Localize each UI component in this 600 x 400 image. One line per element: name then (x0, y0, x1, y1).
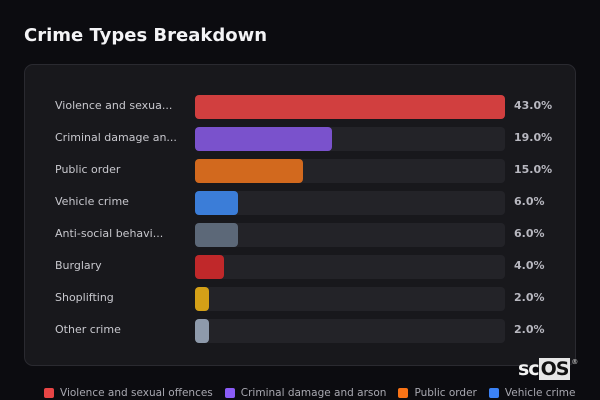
registered-mark: ® (571, 358, 578, 366)
bar-value: 2.0% (514, 323, 545, 336)
bar-row[interactable]: Violence and sexua... 43.0% (25, 95, 575, 119)
legend-item[interactable]: Criminal damage and arson (224, 386, 387, 400)
bar-row[interactable]: Anti-social behavi... 6.0% (25, 223, 575, 247)
bar-value: 6.0% (514, 227, 545, 240)
bar-value: 15.0% (514, 163, 553, 176)
bar-row[interactable]: Public order 15.0% (25, 159, 575, 183)
legend-label: Public order (414, 387, 477, 399)
bar-fill[interactable] (195, 191, 238, 215)
bar-label: Vehicle crime (55, 195, 129, 208)
logo-sc: sc (518, 358, 540, 380)
bar-row[interactable]: Shoplifting 2.0% (25, 287, 575, 311)
legend-label: Vehicle crime (504, 387, 576, 399)
bar-label: Shoplifting (55, 291, 114, 304)
legend-label: Criminal damage and arson (240, 387, 387, 399)
bar-fill[interactable] (195, 159, 303, 183)
bar-label: Burglary (55, 259, 102, 272)
legend-item[interactable]: Violence and sexual offences (44, 386, 213, 400)
bar-row[interactable]: Criminal damage an... 19.0% (25, 127, 575, 151)
bar-track (195, 127, 505, 151)
bar-value: 2.0% (514, 291, 545, 304)
bar-value: 4.0% (514, 259, 545, 272)
chart-title: Crime Types Breakdown (24, 25, 268, 46)
bar-row[interactable]: Burglary 4.0% (25, 255, 575, 279)
bar-value: 6.0% (514, 195, 545, 208)
legend-label: Violence and sexual offences (60, 387, 213, 399)
legend-swatch-icon (488, 388, 499, 398)
bar-value: 19.0% (514, 131, 553, 144)
bar-label: Other crime (55, 323, 121, 336)
bar-label: Criminal damage an... (55, 131, 177, 144)
bar-value: 43.0% (514, 99, 553, 112)
legend-item[interactable]: Public order (398, 386, 477, 400)
bar-label: Anti-social behavi... (55, 227, 164, 240)
chart-card: Violence and sexua... 43.0% Criminal damag… (24, 64, 576, 366)
bar-fill[interactable] (195, 287, 209, 311)
bar-track (195, 287, 505, 311)
bar-track (195, 159, 505, 183)
bar-track (195, 191, 505, 215)
legend-swatch-icon (398, 388, 409, 398)
bar-fill[interactable] (195, 255, 224, 279)
legend-swatch-icon (44, 388, 54, 398)
chart-legend: Violence and sexual offences Criminal dam… (44, 386, 575, 400)
bar-fill[interactable] (195, 319, 209, 343)
bar-fill[interactable] (195, 95, 505, 119)
bar-label: Violence and sexua... (55, 99, 173, 112)
legend-item[interactable]: Vehicle crime (488, 386, 576, 400)
scos-logo: sc OS ® (518, 358, 578, 380)
bar-label: Public order (55, 163, 121, 176)
bar-track (195, 255, 505, 279)
bar-track (195, 319, 505, 343)
bar-fill[interactable] (195, 127, 332, 151)
bar-row[interactable]: Vehicle crime 6.0% (25, 191, 575, 215)
bar-track (195, 95, 505, 119)
bar-row[interactable]: Other crime 2.0% (25, 319, 575, 343)
logo-os: OS (538, 358, 571, 380)
bar-track (195, 223, 505, 247)
bar-fill[interactable] (195, 223, 238, 247)
legend-swatch-icon (224, 388, 235, 398)
